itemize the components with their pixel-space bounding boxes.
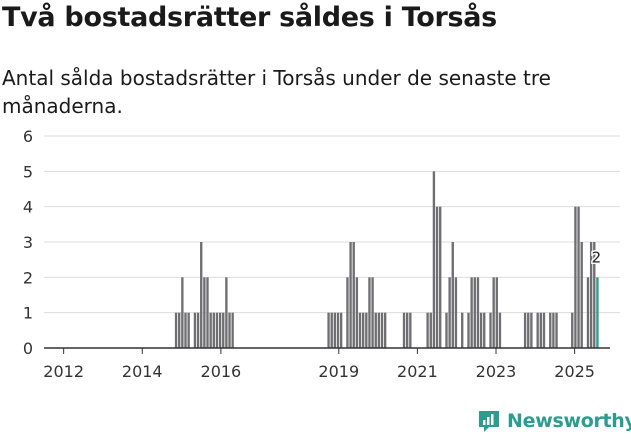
- bar: [476, 277, 480, 348]
- bar: [461, 312, 464, 348]
- bar: [439, 206, 442, 348]
- bar: [406, 312, 409, 348]
- bar: [571, 312, 574, 348]
- bar-highlight: [596, 277, 599, 348]
- bar: [523, 312, 527, 348]
- bar: [380, 312, 384, 348]
- bar: [200, 242, 203, 348]
- bar: [184, 312, 187, 348]
- bar: [333, 312, 337, 348]
- bar: [549, 312, 552, 348]
- newsworthy-logo: Newsworthy: [476, 408, 631, 434]
- bar: [368, 277, 371, 348]
- bar: [228, 312, 231, 348]
- y-tick-label: 1: [23, 304, 33, 323]
- x-tick-label: 2019: [318, 362, 359, 381]
- bar-chart: 0 1 2 3 4 5 6 2 2012 2014 2016 2019 2021 2023 2025: [23, 127, 620, 381]
- bar: [336, 312, 340, 348]
- bar: [203, 277, 206, 348]
- y-tick-label: 0: [23, 339, 33, 358]
- bar: [358, 312, 362, 348]
- bar: [593, 242, 596, 348]
- bar: [409, 312, 412, 348]
- bar: [374, 312, 377, 348]
- bar: [178, 312, 181, 348]
- logo-text: Newsworthy: [507, 410, 631, 432]
- x-tick-label: 2014: [122, 362, 163, 381]
- newsworthy-chart-icon: [479, 411, 499, 432]
- bar: [181, 277, 184, 348]
- bar: [483, 312, 486, 348]
- bar: [196, 312, 200, 348]
- x-tick-label: 2025: [554, 362, 595, 381]
- page-title: Två bostadsrätter såldes i Torsås: [2, 2, 497, 33]
- bar: [346, 277, 349, 348]
- data-label: 2: [592, 248, 602, 266]
- bar: [454, 277, 458, 348]
- y-tick-label: 2: [23, 268, 33, 287]
- bar: [225, 277, 228, 348]
- bar: [218, 312, 222, 348]
- y-tick-label: 4: [23, 198, 33, 217]
- bar: [473, 277, 476, 348]
- bar: [174, 312, 178, 348]
- bar: [361, 312, 365, 348]
- x-tick-label: 2016: [201, 362, 242, 381]
- bar: [445, 312, 448, 348]
- bar: [451, 242, 454, 348]
- bar: [495, 277, 498, 348]
- y-tick-label: 6: [23, 127, 33, 146]
- bar: [231, 312, 234, 348]
- bar: [492, 277, 495, 348]
- bar: [470, 277, 473, 348]
- bar: [527, 312, 530, 348]
- bar: [542, 312, 546, 348]
- chart-subtitle: Antal sålda bostadsrätter i Torsås under…: [2, 66, 551, 118]
- bar: [586, 277, 590, 348]
- bar: [222, 312, 225, 348]
- bar: [552, 312, 555, 348]
- bar: [365, 312, 368, 348]
- bar: [489, 312, 492, 348]
- bar: [530, 312, 533, 348]
- bar: [498, 312, 502, 348]
- bar: [209, 312, 212, 348]
- bar: [349, 242, 352, 348]
- bar: [402, 312, 406, 348]
- y-tick-label: 3: [23, 233, 33, 252]
- bar: [371, 277, 374, 348]
- x-tick-label: 2012: [43, 362, 84, 381]
- bar: [383, 312, 387, 348]
- bar: [206, 277, 209, 348]
- bar: [536, 312, 539, 348]
- y-tick-label: 5: [23, 162, 33, 181]
- bar: [467, 312, 470, 348]
- bar: [479, 312, 483, 348]
- bar: [215, 312, 219, 348]
- bar: [212, 312, 215, 348]
- bar: [193, 312, 197, 348]
- bar: [589, 242, 593, 348]
- bar: [352, 242, 355, 348]
- bar: [574, 206, 577, 348]
- bar: [555, 312, 558, 348]
- bar: [355, 277, 359, 348]
- bar: [339, 312, 343, 348]
- bar: [580, 242, 583, 348]
- bar: [435, 206, 439, 348]
- x-tick-label: 2023: [476, 362, 517, 381]
- bar: [377, 312, 381, 348]
- bar: [330, 312, 333, 348]
- bar: [539, 312, 543, 348]
- bar: [327, 312, 330, 348]
- bar: [448, 277, 451, 348]
- bar: [577, 206, 580, 348]
- bar: [187, 312, 190, 348]
- bar: [432, 171, 436, 348]
- x-tick-label: 2021: [397, 362, 438, 381]
- bar: [429, 312, 432, 348]
- bar: [426, 312, 429, 348]
